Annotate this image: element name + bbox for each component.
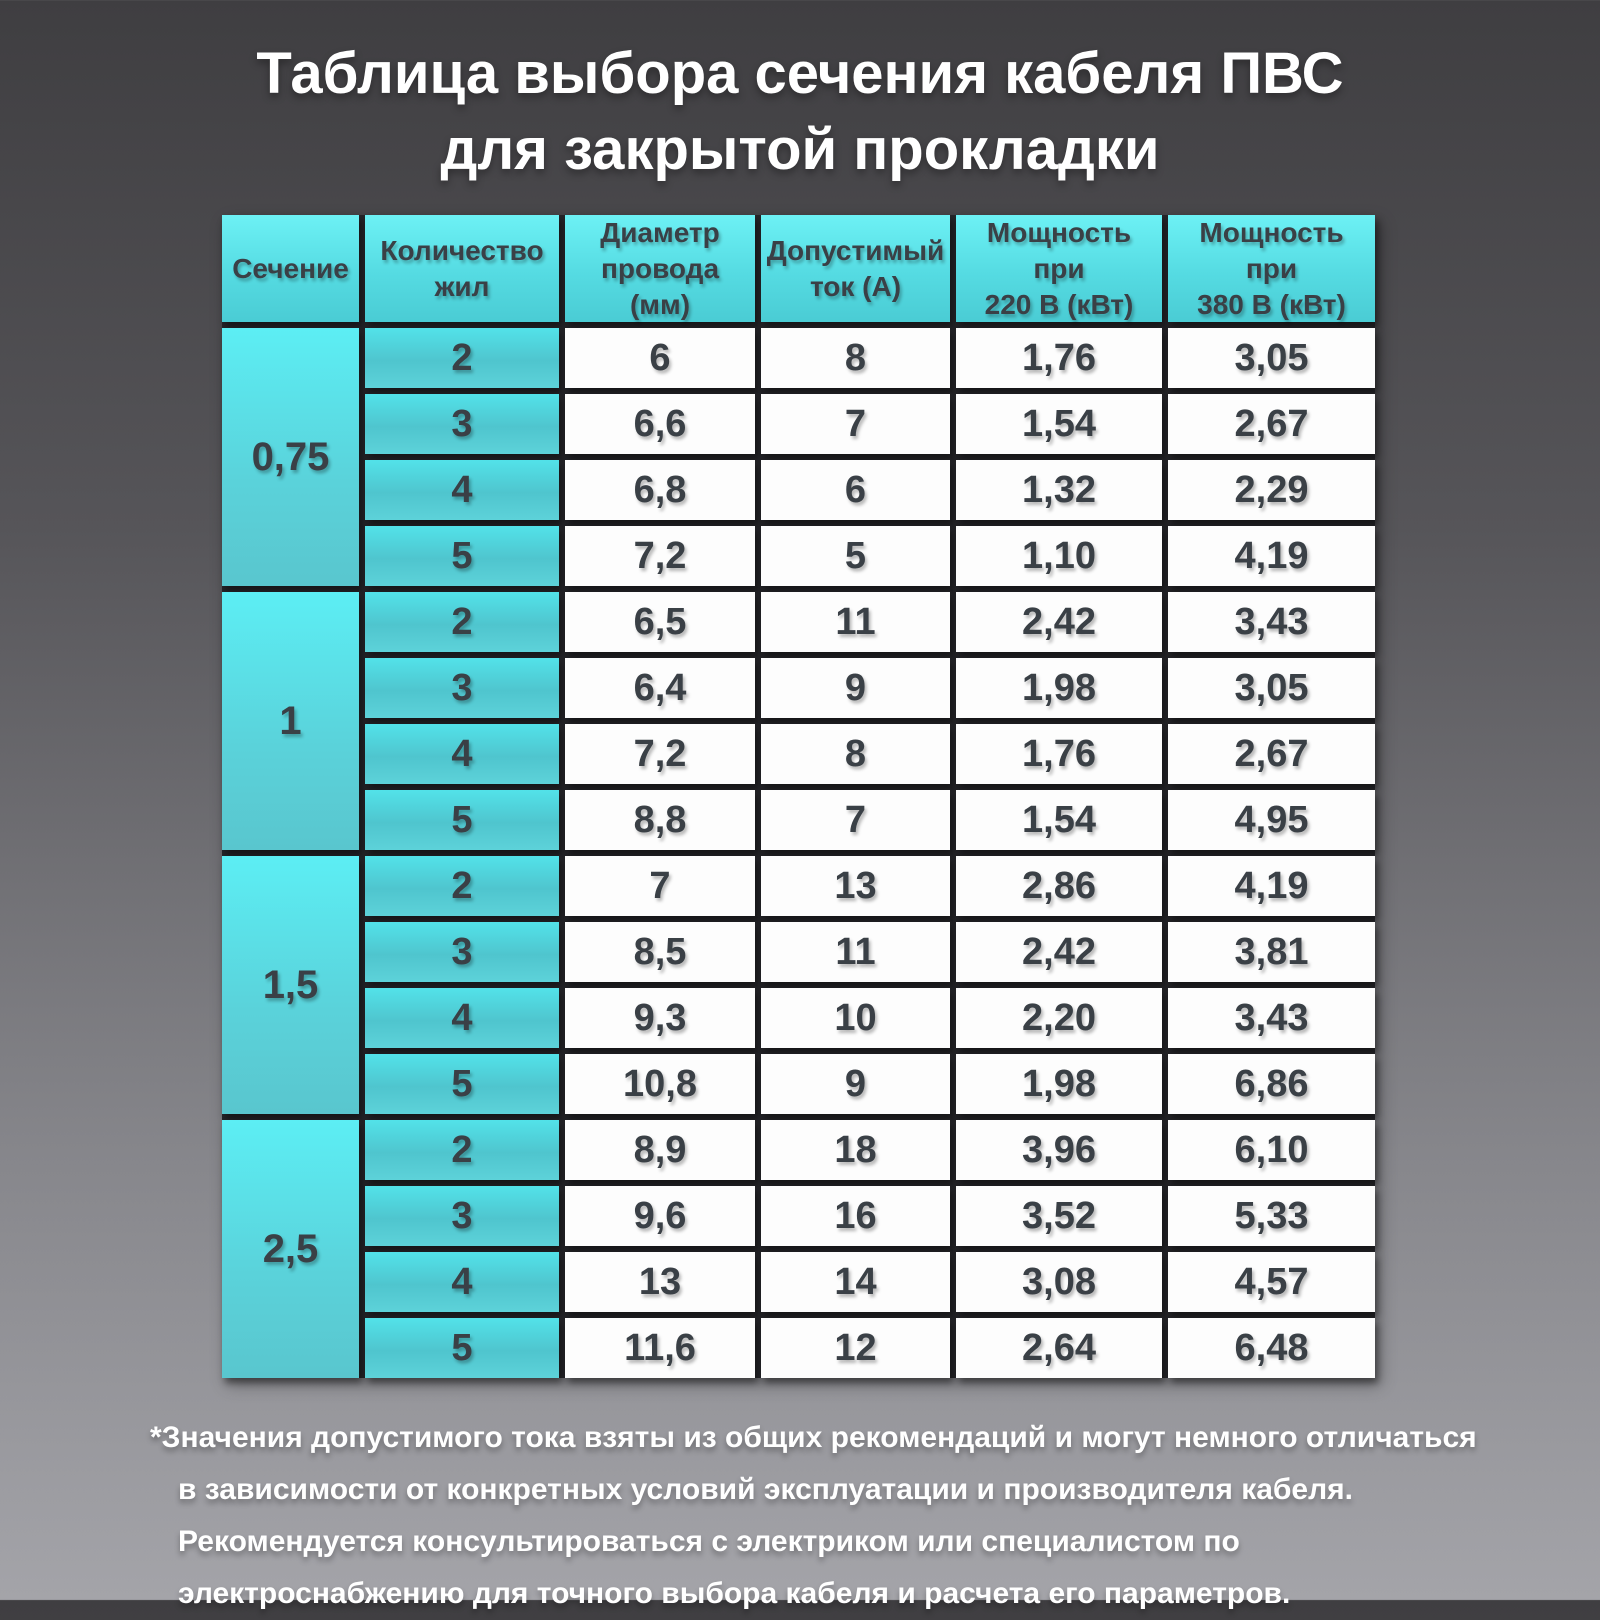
value-cell-diameter: 9,3 (565, 988, 755, 1048)
cores-cell: 4 (365, 460, 559, 520)
value-cell-current: 9 (761, 658, 950, 718)
value-cell-diameter: 7 (565, 856, 755, 916)
value-cell-diameter: 8,8 (565, 790, 755, 850)
cores-cell: 4 (365, 724, 559, 784)
value-cell-power_220: 1,54 (956, 394, 1162, 454)
value-cell-power_220: 2,64 (956, 1318, 1162, 1378)
value-cell-power_220: 2,86 (956, 856, 1162, 916)
cores-cell: 4 (365, 1252, 559, 1312)
value-cell-current: 7 (761, 394, 950, 454)
value-cell-current: 11 (761, 922, 950, 982)
value-cell-power_220: 3,08 (956, 1252, 1162, 1312)
value-cell-power_380: 6,86 (1168, 1054, 1375, 1114)
value-cell-power_220: 1,98 (956, 1054, 1162, 1114)
value-cell-diameter: 7,2 (565, 526, 755, 586)
value-cell-power_220: 1,10 (956, 526, 1162, 586)
value-cell-power_380: 3,81 (1168, 922, 1375, 982)
value-cell-power_380: 3,05 (1168, 658, 1375, 718)
cores-cell: 3 (365, 658, 559, 718)
value-cell-diameter: 6,6 (565, 394, 755, 454)
value-cell-current: 14 (761, 1252, 950, 1312)
cores-cell: 3 (365, 394, 559, 454)
value-cell-current: 7 (761, 790, 950, 850)
cores-cell: 2 (365, 1120, 559, 1180)
value-cell-power_380: 3,43 (1168, 988, 1375, 1048)
value-cell-diameter: 8,9 (565, 1120, 755, 1180)
value-cell-power_380: 4,19 (1168, 526, 1375, 586)
cores-cell: 5 (365, 1318, 559, 1378)
value-cell-current: 12 (761, 1318, 950, 1378)
value-cell-current: 13 (761, 856, 950, 916)
value-cell-current: 5 (761, 526, 950, 586)
value-cell-diameter: 10,8 (565, 1054, 755, 1114)
cores-cell: 2 (365, 856, 559, 916)
value-cell-power_380: 6,10 (1168, 1120, 1375, 1180)
column-header-3: Диаметр провода (мм) (565, 215, 755, 322)
value-cell-current: 6 (761, 460, 950, 520)
value-cell-current: 10 (761, 988, 950, 1048)
cores-cell: 5 (365, 790, 559, 850)
value-cell-diameter: 8,5 (565, 922, 755, 982)
value-cell-power_220: 3,52 (956, 1186, 1162, 1246)
value-cell-power_220: 1,76 (956, 328, 1162, 388)
column-header-2: Количество жил (365, 215, 559, 322)
value-cell-power_380: 3,43 (1168, 592, 1375, 652)
cable-cross-section-table: Сечение Количество жил Диаметр провода (мм… (222, 215, 1375, 1378)
cores-cell: 5 (365, 1054, 559, 1114)
value-cell-power_380: 4,57 (1168, 1252, 1375, 1312)
value-cell-current: 9 (761, 1054, 950, 1114)
value-cell-power_220: 2,42 (956, 922, 1162, 982)
value-cell-current: 11 (761, 592, 950, 652)
value-cell-power_380: 3,05 (1168, 328, 1375, 388)
value-cell-current: 8 (761, 328, 950, 388)
cores-cell: 2 (365, 328, 559, 388)
value-cell-diameter: 6,5 (565, 592, 755, 652)
value-cell-power_380: 5,33 (1168, 1186, 1375, 1246)
value-cell-current: 18 (761, 1120, 950, 1180)
value-cell-current: 8 (761, 724, 950, 784)
page-title: Таблица выбора сечения кабеля ПВС для за… (256, 41, 1344, 182)
value-cell-power_380: 4,19 (1168, 856, 1375, 916)
section-cell: 2,5 (222, 1120, 359, 1378)
value-cell-diameter: 6,8 (565, 460, 755, 520)
section-cell: 1 (222, 592, 359, 850)
cores-cell: 5 (365, 526, 559, 586)
column-header-5: Мощность при 220 В (кВт) (956, 215, 1162, 322)
column-header-6: Мощность при 380 В (кВт) (1168, 215, 1375, 322)
cores-cell: 2 (365, 592, 559, 652)
value-cell-diameter: 9,6 (565, 1186, 755, 1246)
section-cell: 1,5 (222, 856, 359, 1114)
value-cell-power_380: 4,95 (1168, 790, 1375, 850)
value-cell-diameter: 6,4 (565, 658, 755, 718)
value-cell-power_220: 1,76 (956, 724, 1162, 784)
value-cell-current: 16 (761, 1186, 950, 1246)
value-cell-power_380: 2,67 (1168, 394, 1375, 454)
value-cell-diameter: 6 (565, 328, 755, 388)
column-header-4: Допустимый ток (А) (761, 215, 950, 322)
cores-cell: 4 (365, 988, 559, 1048)
value-cell-power_220: 1,98 (956, 658, 1162, 718)
value-cell-power_380: 6,48 (1168, 1318, 1375, 1378)
footnote-text: *Значения допустимого тока взяты из общи… (150, 1421, 1477, 1610)
value-cell-diameter: 7,2 (565, 724, 755, 784)
value-cell-power_220: 1,32 (956, 460, 1162, 520)
value-cell-power_220: 1,54 (956, 790, 1162, 850)
value-cell-power_220: 2,42 (956, 592, 1162, 652)
section-cell: 0,75 (222, 328, 359, 586)
cores-cell: 3 (365, 922, 559, 982)
value-cell-power_220: 3,96 (956, 1120, 1162, 1180)
value-cell-power_380: 2,67 (1168, 724, 1375, 784)
cores-cell: 3 (365, 1186, 559, 1246)
value-cell-power_220: 2,20 (956, 988, 1162, 1048)
column-header-1: Сечение (222, 215, 359, 322)
value-cell-diameter: 11,6 (565, 1318, 755, 1378)
value-cell-diameter: 13 (565, 1252, 755, 1312)
value-cell-power_380: 2,29 (1168, 460, 1375, 520)
